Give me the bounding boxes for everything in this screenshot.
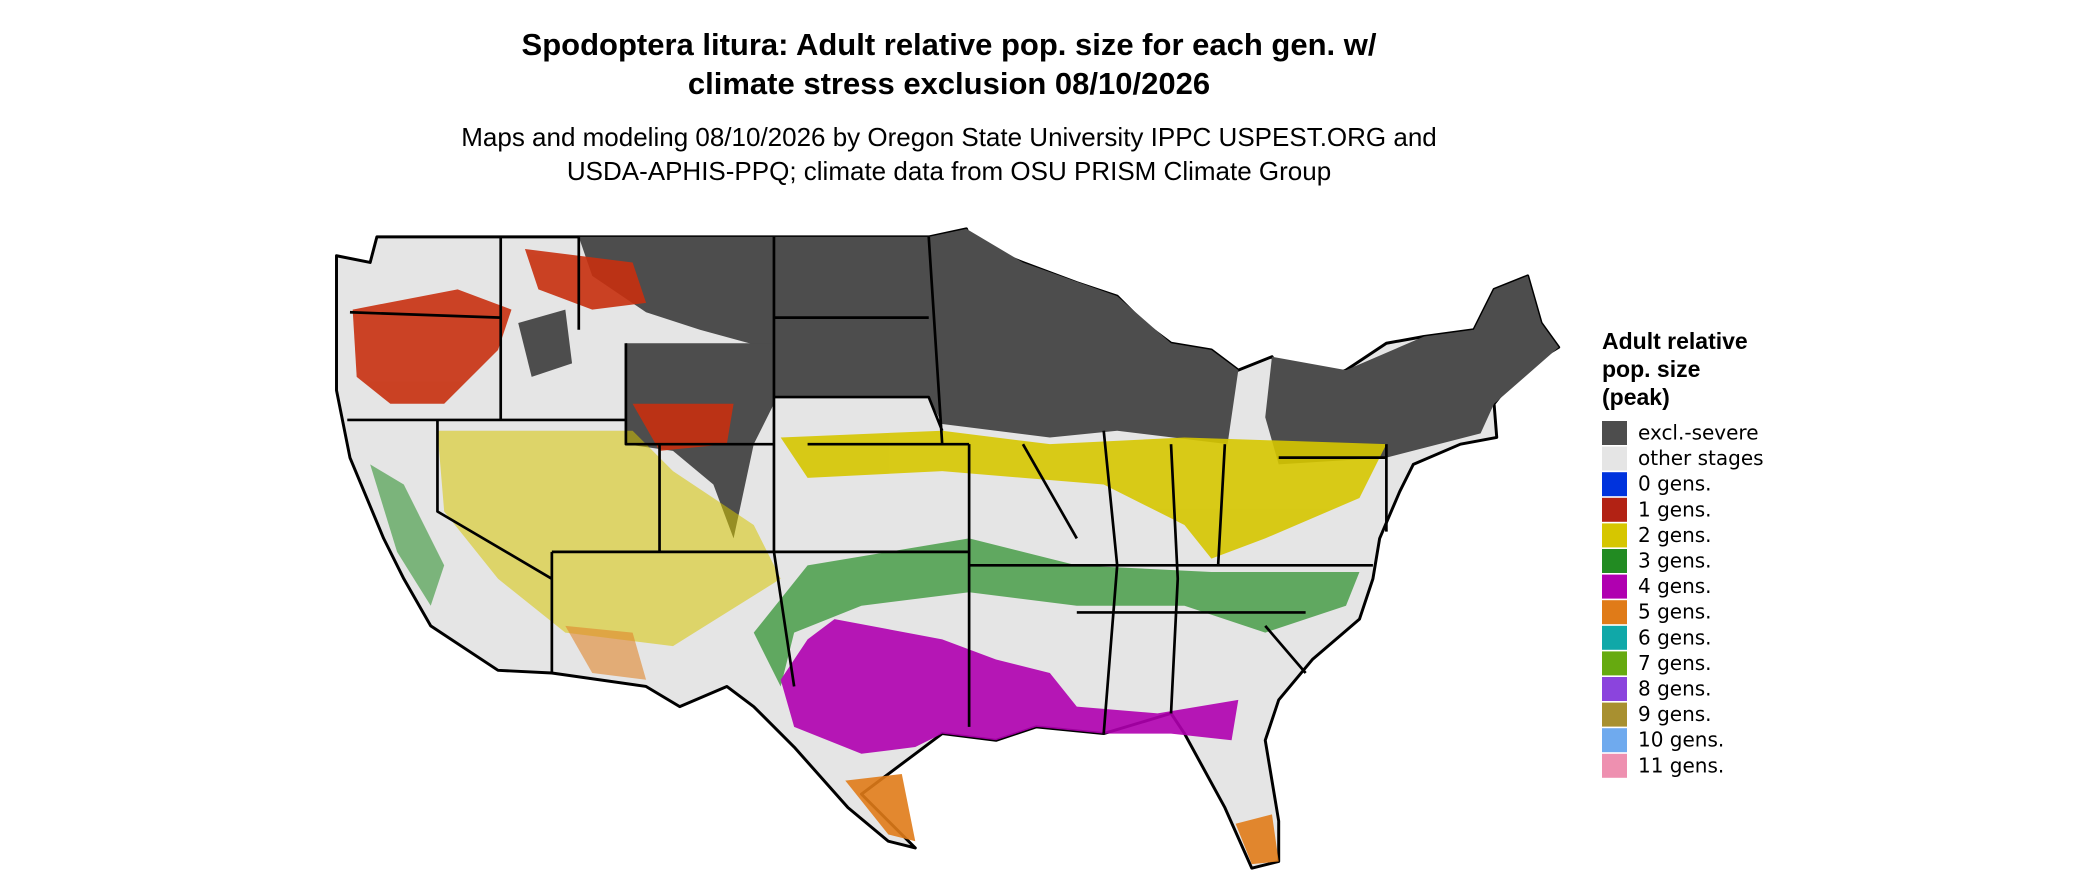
title: Spodoptera litura: Adult relative pop. s… [522,27,1377,62]
area-1-gen [524,249,647,310]
area-2-gen [437,430,781,647]
state-borders [347,236,1388,734]
map [335,227,1561,870]
legend-swatch [1602,600,1627,625]
area-1-gen [352,289,512,404]
legend-label: 5 gens. [1638,600,1712,624]
legend-swatch [1602,574,1627,599]
legend-label: 11 gens. [1638,753,1724,777]
legend-label: 1 gens. [1638,497,1712,521]
legend-label: 9 gens. [1638,702,1712,726]
legend-swatch [1602,446,1627,471]
title: climate stress exclusion 08/10/2026 [688,66,1210,101]
area-4-gen [780,619,1239,754]
legend-swatch [1602,728,1627,753]
area-3-gen [370,464,445,606]
subtitle: USDA-APHIS-PPQ; climate data from OSU PR… [567,156,1331,186]
legend-label: 10 gens. [1638,728,1724,752]
legend-swatch [1602,549,1627,573]
legend-label: 4 gens. [1638,574,1712,598]
area-3-gen [753,538,1360,687]
legend-swatch [1602,497,1627,522]
state-border [347,236,1388,734]
legend-label: 0 gens. [1638,472,1712,496]
legend-label: 2 gens. [1638,523,1712,547]
legend-title: (peak) [1602,384,1670,410]
legend-swatch [1602,472,1627,497]
legend-swatch [1602,421,1627,445]
legend-label: 3 gens. [1638,549,1712,573]
legend-label: excl.-severe [1638,421,1759,445]
legend-label: other stages [1638,446,1764,470]
legend-swatch [1602,677,1627,701]
excluded-idaho [518,309,573,377]
legend-title: Adult relative [1602,328,1748,354]
legend-label: 8 gens. [1638,677,1712,701]
legend-swatch [1602,753,1627,778]
legend-swatch [1602,523,1627,548]
area-1-gen [632,403,734,451]
legend-title: pop. size [1602,356,1700,382]
excluded-north [578,228,1239,445]
legend-label: 6 gens. [1638,625,1712,649]
area-5-gen [1235,814,1279,865]
header: Spodoptera litura: Adult relative pop. s… [461,27,1437,186]
legend-label: 7 gens. [1638,651,1712,675]
legend-swatch [1602,702,1627,727]
excluded-northeast [1265,275,1559,465]
subtitle: Maps and modeling 08/10/2026 by Oregon S… [461,122,1437,152]
legend-swatch [1602,651,1627,676]
legend-swatch [1602,625,1627,650]
area-5-gen [565,625,647,680]
area-2-gen [780,430,1387,559]
area-5-gen [845,773,916,842]
generation-areas [352,249,1387,865]
